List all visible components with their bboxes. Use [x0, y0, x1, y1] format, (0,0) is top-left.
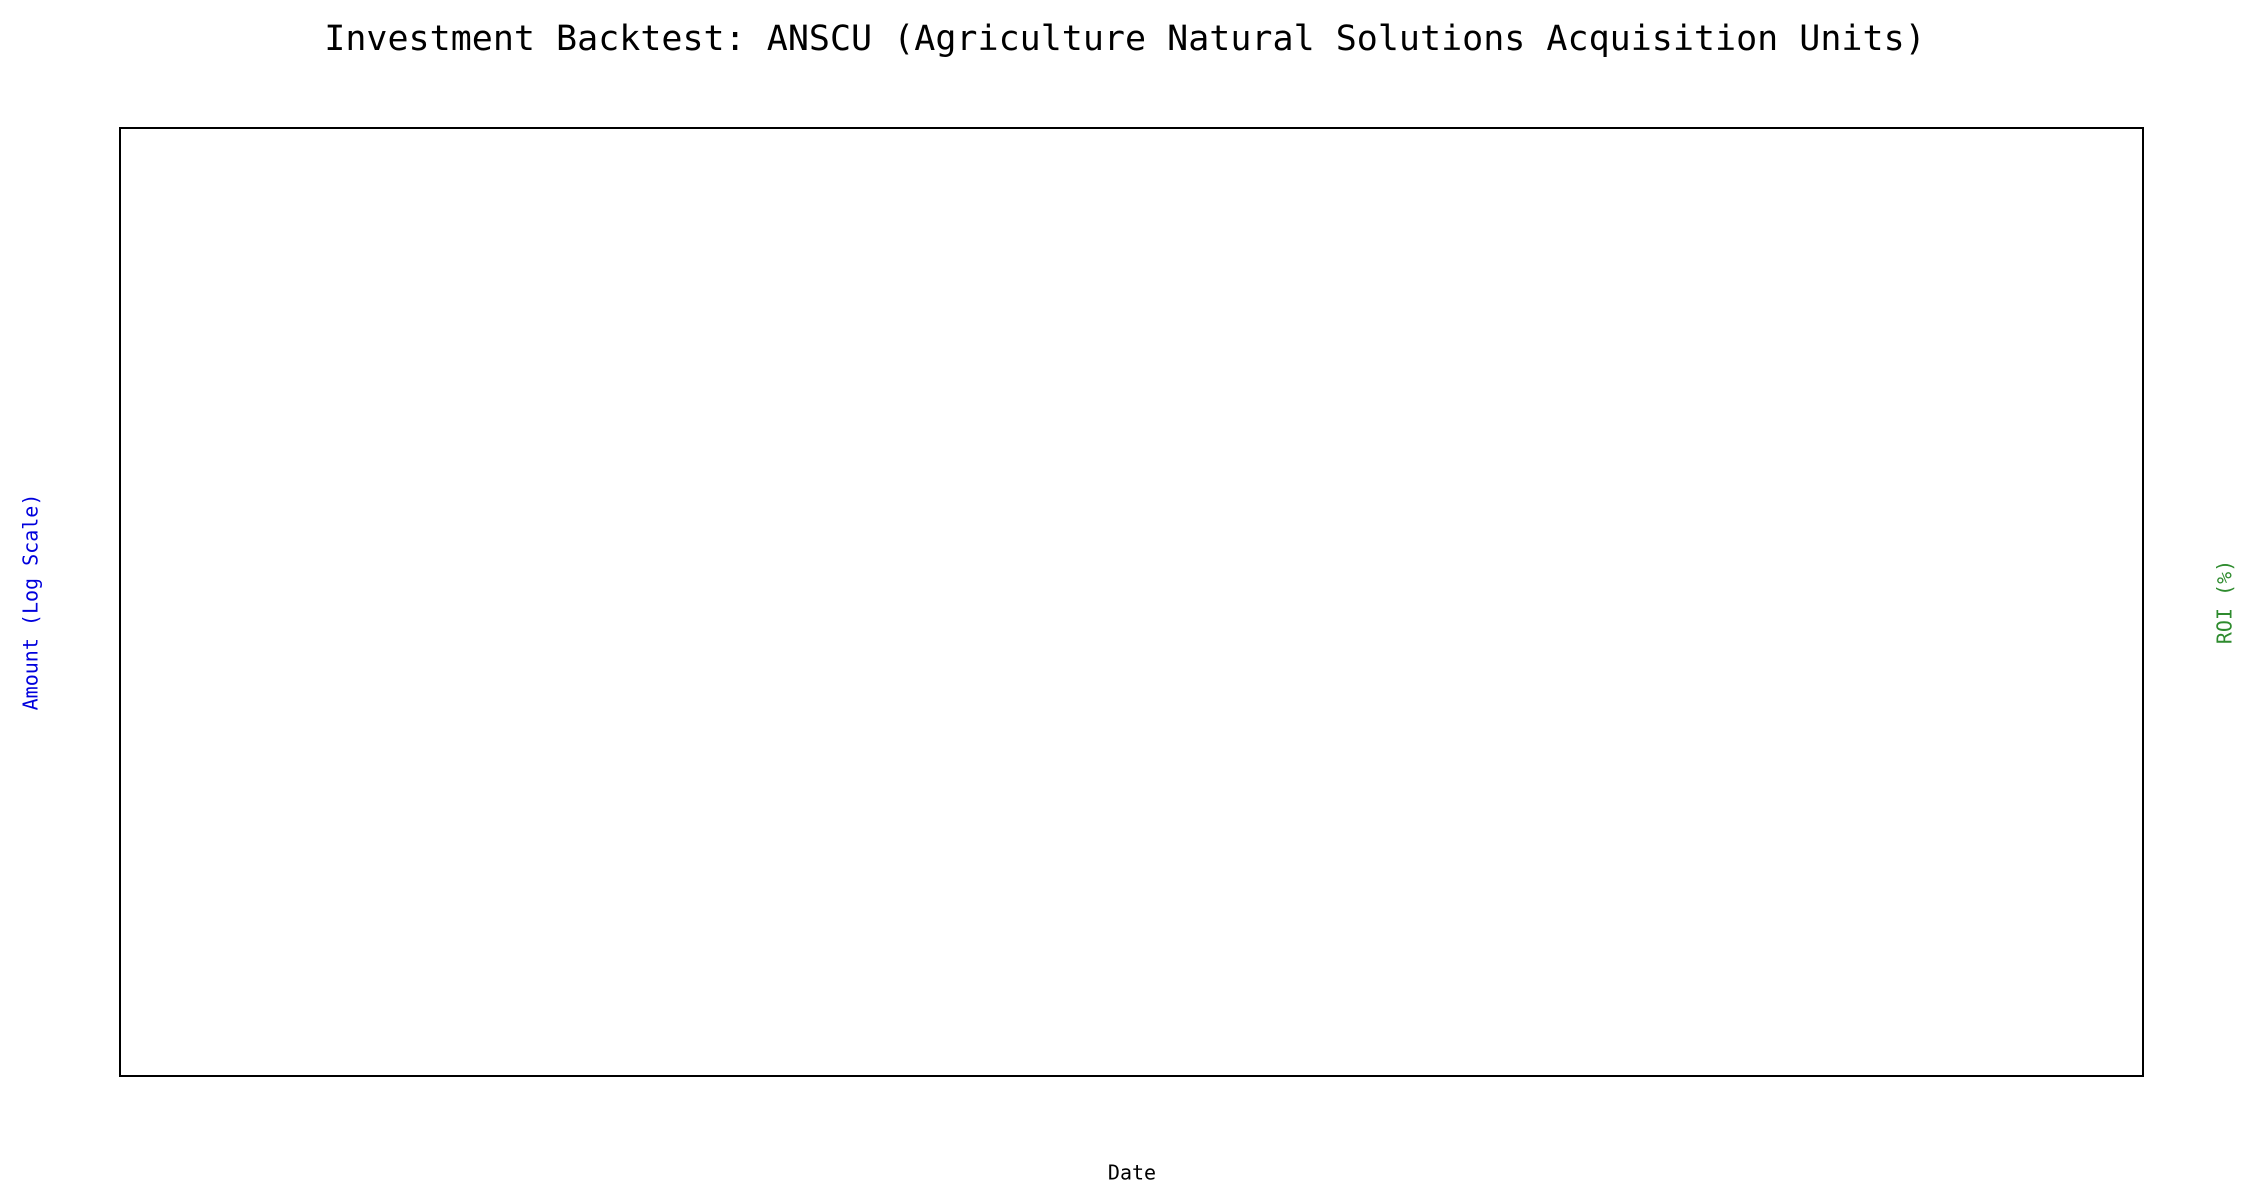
- y-axis-label: Amount (Log Scale): [19, 494, 43, 711]
- axes-frame: [119, 127, 2144, 1077]
- x-axis-label: Date: [1108, 1161, 1156, 1185]
- y2-axis-label: ROI (%): [2213, 560, 2237, 644]
- chart-title: Investment Backtest: ANSCU (Agriculture …: [324, 19, 1925, 59]
